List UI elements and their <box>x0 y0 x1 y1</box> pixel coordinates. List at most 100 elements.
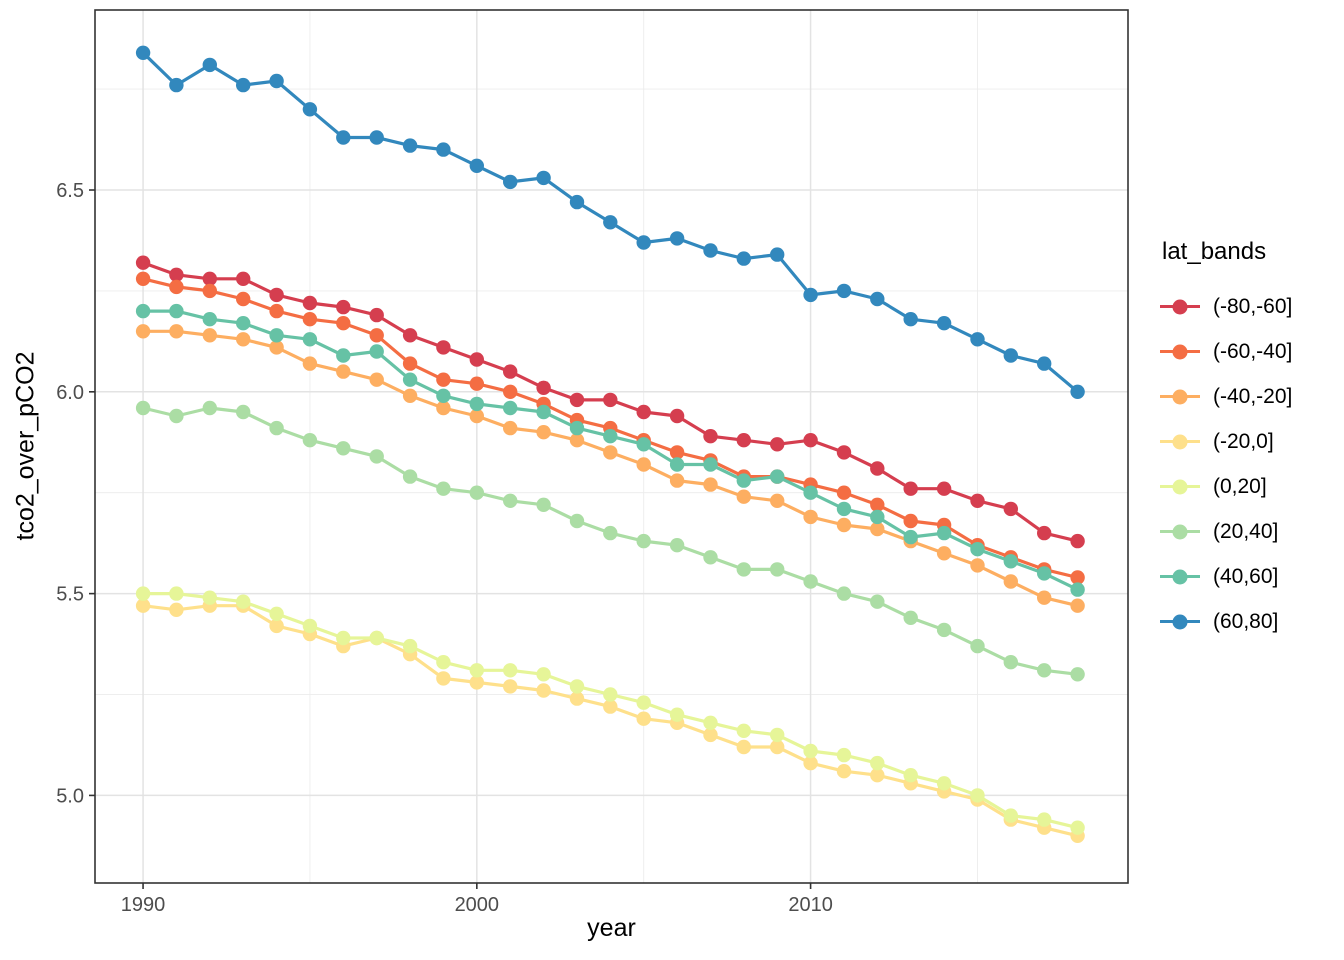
data-point <box>770 727 785 743</box>
data-point <box>770 469 785 484</box>
legend-item: (-20,0] <box>1160 419 1292 464</box>
legend-item-label: (-60,-40] <box>1213 339 1293 363</box>
data-point <box>536 683 551 698</box>
data-point <box>1003 501 1018 517</box>
data-point <box>269 287 284 303</box>
data-point <box>269 73 284 89</box>
data-point <box>870 497 885 512</box>
legend-item-label: (-40,-20] <box>1213 384 1293 408</box>
data-point <box>770 247 785 262</box>
x-tick-label: 1990 <box>121 894 166 916</box>
data-point <box>436 671 451 686</box>
data-point <box>836 501 852 517</box>
data-point <box>569 194 585 210</box>
legend-item: (0,20] <box>1160 464 1292 509</box>
legend-key-icon <box>1160 479 1200 495</box>
data-point <box>202 271 217 286</box>
data-point <box>936 525 952 541</box>
data-point <box>135 598 151 613</box>
data-point <box>1037 590 1052 605</box>
legend-item: (-40,-20] <box>1160 374 1292 419</box>
data-point <box>569 691 585 706</box>
data-point <box>836 747 852 763</box>
data-point <box>703 457 718 472</box>
data-point <box>936 776 952 791</box>
x-tick-label: 2000 <box>455 894 500 916</box>
data-point <box>603 445 618 460</box>
data-point <box>903 529 918 545</box>
legend-item: (40,60] <box>1160 554 1292 599</box>
data-point <box>302 295 318 311</box>
data-point <box>469 352 484 367</box>
legend-item: (-60,-40] <box>1160 329 1292 374</box>
data-point <box>536 170 551 186</box>
data-point <box>536 667 551 682</box>
data-point <box>536 497 551 512</box>
data-point <box>436 142 451 157</box>
data-point <box>1037 663 1052 678</box>
data-point <box>936 546 952 561</box>
data-point <box>302 433 318 448</box>
data-point <box>236 404 251 420</box>
data-point <box>135 586 151 601</box>
data-point <box>469 663 484 678</box>
data-point <box>736 723 751 738</box>
data-point <box>803 287 818 303</box>
data-point <box>169 408 184 424</box>
data-point <box>970 558 985 573</box>
data-point <box>135 255 151 270</box>
legend-item: (60,80] <box>1160 599 1292 644</box>
data-point <box>970 493 985 508</box>
data-point <box>402 372 418 387</box>
data-point <box>703 477 718 492</box>
data-point <box>469 485 484 500</box>
data-point <box>669 408 685 424</box>
data-point <box>703 429 718 444</box>
data-point <box>569 513 585 529</box>
data-point <box>503 420 518 436</box>
data-point <box>870 755 885 771</box>
data-point <box>870 768 885 783</box>
legend: lat_bands (-80,-60] (-60,-40] (-40,-20] (-2… <box>1160 238 1292 644</box>
data-point <box>770 562 785 577</box>
data-point <box>703 727 718 743</box>
data-point <box>269 328 284 343</box>
data-point <box>302 312 318 327</box>
data-point <box>870 509 885 525</box>
data-point <box>603 429 618 444</box>
data-point <box>402 469 418 484</box>
data-point <box>603 687 618 702</box>
data-point <box>269 618 284 634</box>
legend-key-icon <box>1160 344 1200 360</box>
data-point <box>336 316 351 331</box>
data-point <box>569 392 585 408</box>
data-point <box>903 513 918 529</box>
legend-key-icon <box>1160 389 1200 405</box>
data-point <box>736 251 751 266</box>
data-point <box>970 638 985 654</box>
data-point <box>736 473 751 488</box>
data-point <box>169 267 184 282</box>
legend-item-label: (20,40] <box>1213 519 1279 543</box>
data-point <box>703 243 718 258</box>
data-point <box>1003 808 1018 823</box>
data-point <box>302 102 318 117</box>
data-point <box>903 312 918 327</box>
data-point <box>669 473 685 488</box>
legend-item-label: (-20,0] <box>1213 429 1274 453</box>
x-tick-label: 2010 <box>788 894 833 916</box>
data-point <box>369 630 384 646</box>
data-point <box>803 574 818 589</box>
data-point <box>436 340 451 355</box>
data-point <box>669 707 685 722</box>
data-point <box>503 364 518 379</box>
legend-item-label: (0,20] <box>1213 474 1267 498</box>
data-point <box>1037 812 1052 827</box>
data-point <box>1003 574 1018 589</box>
data-point <box>736 489 751 504</box>
data-point <box>803 485 818 500</box>
y-tick-label: 5.5 <box>56 584 84 606</box>
data-point <box>269 420 284 436</box>
data-point <box>336 299 351 315</box>
y-tick-label: 6.0 <box>56 382 84 404</box>
